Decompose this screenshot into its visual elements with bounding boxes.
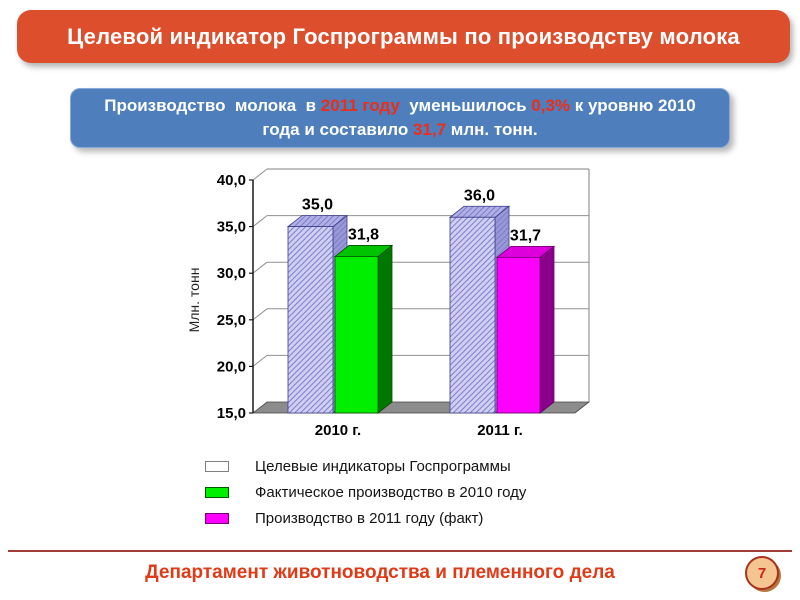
x-category-label: 2011 г.	[477, 422, 523, 439]
legend-swatch	[205, 487, 229, 498]
milk-production-chart: 15,0 20,0 25,0 30,0 35,0 40,0 Млн. тонн 35,0 31,…	[185, 160, 635, 460]
legend-swatch	[205, 513, 229, 524]
tick-connector	[252, 215, 268, 227]
info-text: Производство молока в 2011 году уменьшил…	[104, 94, 696, 142]
bar-target-0-value: 35,0	[302, 197, 333, 214]
info-line: года и составило 31,7 млн. тонн.	[262, 120, 538, 139]
y-tick-label: 40,0	[217, 172, 246, 189]
slide-title-banner: Целевой индикатор Госпрограммы по произв…	[17, 10, 790, 63]
coin-face: 7	[745, 556, 779, 590]
info-line: Производство молока в 2011 году уменьшил…	[104, 96, 696, 115]
bar-actual-0-value: 31,8	[348, 226, 379, 243]
y-tick-label: 15,0	[217, 405, 246, 422]
slide-title: Целевой индикатор Госпрограммы по произв…	[67, 23, 740, 49]
bar-actual-0-front	[334, 256, 379, 414]
tick-connector	[252, 308, 268, 321]
page-number: 7	[757, 564, 767, 582]
y-tick-label: 35,0	[217, 219, 246, 236]
tick-connector	[252, 355, 268, 367]
y-tick-label: 20,0	[217, 358, 246, 375]
bar-target-0-front	[287, 226, 334, 414]
x-category-label: 2010 г.	[315, 422, 361, 439]
bar-actual-1-side	[539, 245, 555, 414]
footer-divider	[8, 550, 792, 552]
y-tick-label: 25,0	[217, 312, 246, 329]
y-axis-title: Млн. тонн	[186, 268, 202, 333]
legend-label: Целевые индикаторы Госпрограммы	[255, 458, 511, 475]
bar-actual-1-value: 31,7	[510, 227, 541, 244]
legend-label: Фактическое производство в 2010 году	[255, 484, 527, 501]
legend-swatch	[205, 461, 229, 472]
legend-item: Фактическое производство в 2010 году	[205, 484, 526, 501]
bar-target-1-front	[449, 216, 496, 414]
legend-item: Целевые индикаторы Госпрограммы	[205, 458, 526, 475]
y-tick-label: 30,0	[217, 265, 246, 282]
chart-svg: 15,0 20,0 25,0 30,0 35,0 40,0 Млн. тонн 35,0 31,…	[186, 168, 591, 439]
footer-department: Департамент животноводства и племенного …	[145, 562, 615, 583]
bar-actual-0-side	[377, 244, 393, 414]
bar-target-1-value: 36,0	[464, 187, 495, 204]
tick-connector	[252, 168, 268, 181]
tick-connector	[252, 261, 268, 274]
page-number-badge: 7	[745, 556, 781, 592]
chart-legend: Целевые индикаторы Госпрограммы Фактическ…	[205, 458, 526, 536]
legend-item: Производство в 2011 году (факт)	[205, 510, 526, 527]
bar-actual-1-front	[496, 256, 541, 414]
legend-label: Производство в 2011 году (факт)	[255, 510, 484, 527]
info-box: Производство молока в 2011 году уменьшил…	[70, 88, 730, 148]
